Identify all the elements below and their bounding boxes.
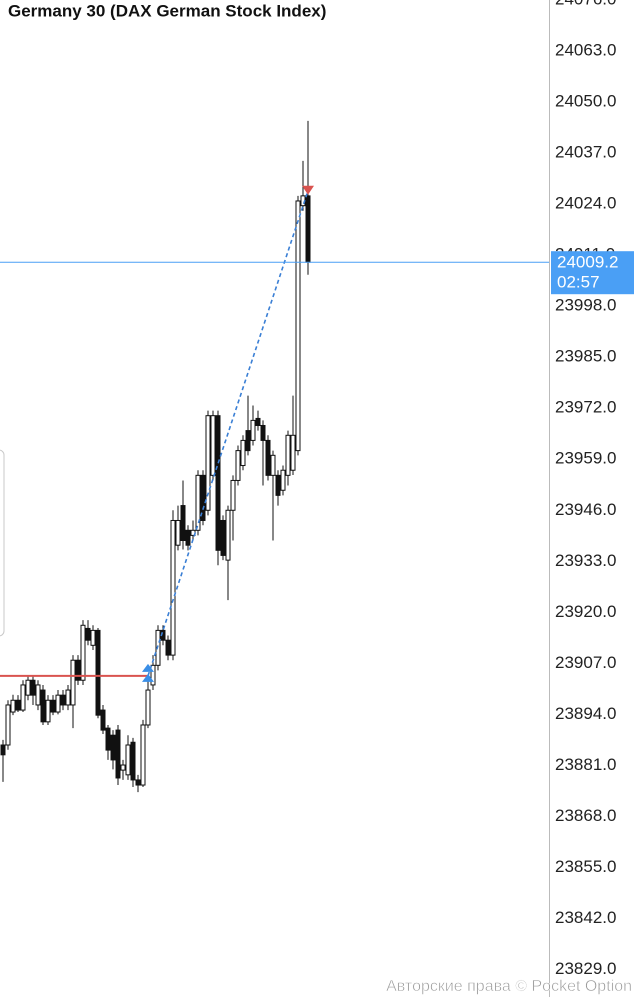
candle-body: [105, 727, 111, 751]
candle-body: [230, 479, 236, 511]
candle-body: [280, 469, 286, 491]
candle-body: [200, 474, 206, 521]
candle-body: [125, 744, 131, 776]
chart-title: Germany 30 (DAX German Stock Index): [8, 1, 326, 20]
candle-body: [165, 639, 171, 656]
candle-body: [25, 679, 31, 696]
candle-body: [295, 200, 301, 452]
candle-body: [275, 474, 281, 496]
y-tick-label: 23972.0: [555, 398, 616, 417]
y-tick-label: 23998.0: [555, 296, 616, 315]
candle-body: [70, 659, 76, 706]
y-tick-label: 23829.0: [555, 959, 616, 978]
candle-body: [170, 519, 176, 656]
candle-body: [15, 699, 21, 711]
y-tick-label: 23842.0: [555, 908, 616, 927]
candle-body: [145, 689, 151, 726]
candle-body: [140, 724, 146, 786]
candle-body: [50, 699, 56, 713]
candle-body: [285, 434, 291, 476]
y-tick-label: 23933.0: [555, 551, 616, 570]
candle-body: [305, 195, 311, 263]
y-tick-label: 24024.0: [555, 194, 616, 213]
candle-body: [90, 629, 96, 646]
candle-body: [110, 734, 116, 761]
candle-body: [185, 529, 191, 546]
y-tick-label: 24063.0: [555, 41, 616, 60]
y-tick-label: 23985.0: [555, 347, 616, 366]
candle-body: [260, 424, 266, 441]
y-tick-label: 23946.0: [555, 500, 616, 519]
candle-body: [10, 699, 16, 713]
candle-body: [255, 417, 261, 426]
candle-body: [20, 684, 26, 711]
y-tick-label: 23881.0: [555, 755, 616, 774]
candle-body: [240, 439, 246, 467]
timer-label: 02:57: [557, 273, 600, 292]
candle-body: [0, 744, 6, 756]
candle-body: [250, 419, 256, 441]
y-tick-label: 23868.0: [555, 806, 616, 825]
trade-entry-arrow: [142, 663, 154, 682]
candle-body: [265, 439, 271, 476]
y-tick-label: 24050.0: [555, 92, 616, 111]
candle-body: [235, 450, 241, 481]
candle-body: [215, 415, 221, 551]
y-tick-label: 24076.0: [555, 0, 616, 8]
y-tick-label: 23959.0: [555, 449, 616, 468]
candle-body: [85, 627, 91, 641]
candle-body: [175, 519, 181, 546]
y-tick-label: 23907.0: [555, 653, 616, 672]
candle-body: [290, 434, 296, 471]
candle-body: [75, 659, 81, 681]
candle-body: [220, 519, 226, 556]
side-panel-edge: [0, 449, 5, 637]
candle-body: [60, 694, 66, 706]
copyright: Авторские права © Pocket Option: [386, 978, 632, 995]
candle-body: [135, 779, 141, 786]
candle-body: [150, 664, 156, 686]
candle-body: [130, 741, 136, 781]
candle-body: [195, 474, 201, 531]
candle-body: [210, 415, 216, 476]
candle-body: [115, 729, 121, 779]
candle-body: [65, 689, 71, 706]
trade-exit-arrow: [302, 185, 314, 195]
candle-body: [30, 679, 36, 696]
candle-body: [225, 509, 231, 561]
candle-body: [270, 454, 276, 476]
y-tick-label: 23920.0: [555, 602, 616, 621]
candle-body: [205, 415, 211, 511]
candle-body: [80, 624, 86, 681]
candle-body: [55, 694, 61, 713]
current-price-label: 24009.2: [557, 253, 618, 272]
trade-path: [147, 190, 309, 677]
current-price-box: [551, 251, 634, 295]
y-tick-label: 24037.0: [555, 143, 616, 162]
candle-body: [100, 709, 106, 731]
candle-body: [95, 629, 101, 716]
candle-body: [245, 430, 251, 452]
candle-body: [120, 764, 126, 771]
candle-body: [180, 505, 186, 541]
candle-body: [5, 704, 11, 746]
candle-body: [45, 699, 51, 723]
candle-body: [35, 684, 41, 706]
y-tick-label: 23855.0: [555, 857, 616, 876]
y-tick-label: 23894.0: [555, 704, 616, 723]
candle-body: [40, 689, 46, 723]
